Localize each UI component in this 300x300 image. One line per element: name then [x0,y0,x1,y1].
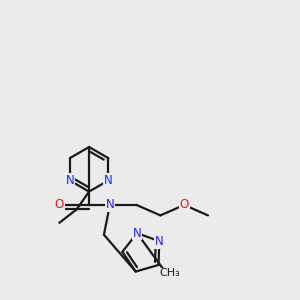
Text: N: N [133,226,141,240]
Text: N: N [155,235,164,248]
Text: N: N [106,199,114,212]
Text: N: N [65,174,74,187]
Text: N: N [104,174,113,187]
Text: CH₃: CH₃ [159,268,180,278]
Text: O: O [55,199,64,212]
Text: O: O [180,199,189,212]
